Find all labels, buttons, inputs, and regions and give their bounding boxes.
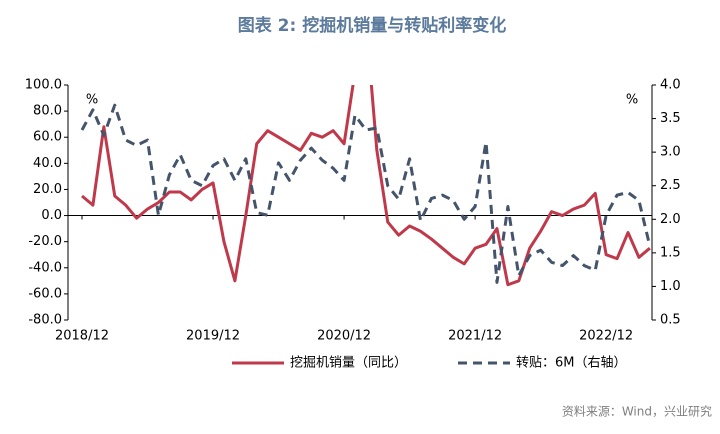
y-tick-label: -20.0 (28, 234, 62, 249)
y-tick-label: -60.0 (28, 286, 62, 301)
y2-tick-label: 0.5 (660, 313, 681, 328)
y-tick-label: -40.0 (28, 260, 62, 275)
chart-title: 图表 2: 挖掘机销量与转贴利率变化 (238, 15, 506, 36)
x-tick-label: 2018/12 (55, 329, 109, 344)
y2-tick-label: 1.5 (660, 245, 681, 260)
series-line (80, 103, 652, 284)
y2-tick-label: 4.0 (660, 78, 681, 93)
x-tick-label: 2019/12 (186, 329, 240, 344)
source: 资料来源：Wind，兴业研究 (562, 404, 712, 419)
legend-label: 转贴：6M（右轴） (516, 356, 627, 371)
y2-tick-label: 3.0 (660, 145, 681, 160)
y2-unit: % (626, 93, 638, 108)
legend: 挖掘机销量（同比） 转贴：6M（右轴） (232, 356, 627, 371)
y-tick-label: 40.0 (33, 156, 62, 171)
y2-tick-label: 2.5 (660, 178, 681, 193)
x-tick-label: 2020/12 (317, 329, 371, 344)
y-tick-label: 100.0 (25, 78, 62, 93)
y-tick-label: -80.0 (28, 313, 62, 328)
y-tick-label: 80.0 (33, 104, 62, 119)
x-tick-label: 2021/12 (448, 329, 502, 344)
series-line (81, 85, 651, 287)
y2-tick-label: 3.5 (660, 111, 681, 126)
y-tick-label: 60.0 (33, 130, 62, 145)
y-tick-label: 0.0 (41, 208, 62, 223)
y2-tick-label: 1.0 (660, 279, 681, 294)
legend-label: 挖掘机销量（同比） (290, 356, 407, 371)
y-tick-label: 20.0 (33, 182, 62, 197)
y-unit: % (86, 93, 98, 108)
y2-tick-label: 2.0 (660, 212, 681, 227)
x-tick-label: 2022/12 (579, 329, 633, 344)
